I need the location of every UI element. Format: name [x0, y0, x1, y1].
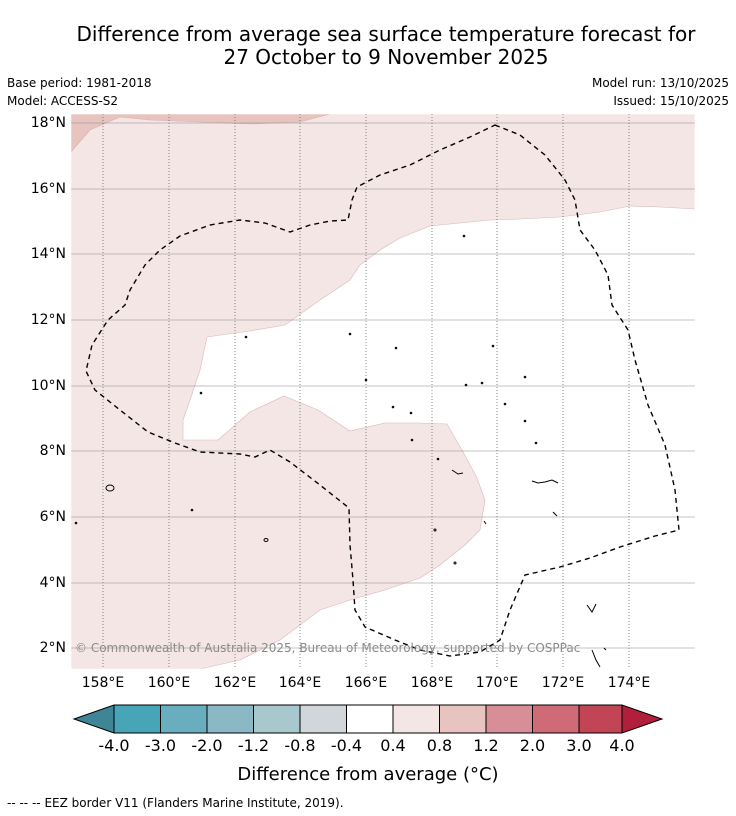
colorbar-tick: -3.0 — [144, 736, 177, 755]
eez-legend-symbol: -- -- -- — [7, 796, 41, 810]
lon-label-166e: 166°E — [344, 675, 388, 691]
chart-title-line-1: Difference from average sea surface temp… — [76, 22, 696, 46]
colorbar — [72, 704, 664, 734]
islands — [74, 234, 607, 668]
map-frame — [70, 113, 696, 670]
lat-label-18n: 18°N — [30, 115, 66, 131]
colorbar-tick: 1.2 — [473, 736, 499, 755]
lon-label-162e: 162°E — [213, 675, 257, 691]
colorbar-bin-6 — [346, 705, 393, 733]
lon-label-160e: 160°E — [147, 675, 191, 691]
colorbar-bin-11 — [579, 705, 622, 733]
lon-label-174e: 174°E — [607, 675, 651, 691]
lat-label-6n: 6°N — [39, 509, 66, 525]
colorbar-bin-1 — [114, 705, 161, 733]
lon-label-158e: 158°E — [81, 675, 125, 691]
issued-text: Issued: 15/10/2025 — [613, 94, 729, 108]
lon-label-168e: 168°E — [410, 675, 454, 691]
eez-legend: -- -- -- EEZ border V11 (Flanders Marine… — [7, 796, 344, 810]
lat-label-12n: 12°N — [30, 312, 66, 328]
colorbar-arrow-low — [74, 705, 114, 733]
graticule — [102, 114, 630, 669]
copyright-notice: © Commonwealth of Australia 2025, Bureau… — [75, 641, 581, 655]
graticule-latitudes — [71, 122, 695, 649]
eez-border — [85, 124, 680, 657]
lat-label-14n: 14°N — [30, 246, 66, 262]
neutral-anomaly-region — [183, 206, 695, 669]
colorbar-tick: 2.0 — [519, 736, 546, 755]
anomaly-band-0-8-to-1-2 — [71, 114, 330, 152]
colorbar-tick: -4.0 — [98, 736, 130, 755]
colorbar-tick: -2.0 — [191, 736, 223, 755]
lat-label-8n: 8°N — [39, 443, 66, 459]
lat-label-4n: 4°N — [39, 575, 66, 591]
colorbar-tick: 0.8 — [426, 736, 453, 755]
colorbar-bin-7 — [393, 705, 440, 733]
colorbar-bin-9 — [486, 705, 533, 733]
colorbar-tick: -1.2 — [237, 736, 270, 755]
eez-legend-text: EEZ border V11 (Flanders Marine Institut… — [44, 796, 344, 810]
colorbar-arrow-high — [622, 705, 662, 733]
colorbar-tick: -0.8 — [284, 736, 316, 755]
lat-label-10n: 10°N — [30, 378, 66, 394]
colorbar-title: Difference from average (°C) — [237, 764, 499, 785]
contour-0-8 — [71, 114, 331, 153]
lon-label-172e: 172°E — [541, 675, 585, 691]
chart-title-line-2: 27 October to 9 November 2025 — [223, 45, 549, 69]
colorbar-bin-2 — [160, 705, 207, 733]
colorbar-tick: -0.4 — [330, 736, 363, 755]
colorbar-bin-5 — [300, 705, 347, 733]
lat-label-16n: 16°N — [30, 181, 66, 197]
lat-label-2n: 2°N — [39, 640, 66, 656]
colorbar-tick: 3.0 — [566, 736, 592, 755]
colorbar-tick: 0.4 — [380, 736, 406, 755]
lon-label-164e: 164°E — [278, 675, 322, 691]
lon-label-170e: 170°E — [475, 675, 519, 691]
base-period-text: Base period: 1981-2018 — [7, 76, 152, 90]
colorbar-tick: 4.0 — [609, 736, 635, 755]
model-text: Model: ACCESS-S2 — [7, 94, 119, 108]
colorbar-bin-4 — [253, 705, 300, 733]
colorbar-bin-10 — [532, 705, 579, 733]
contour-0-4 — [182, 205, 695, 669]
colorbar-bin-8 — [439, 705, 486, 733]
model-run-text: Model run: 13/10/2025 — [591, 76, 729, 90]
colorbar-bin-3 — [207, 705, 254, 733]
